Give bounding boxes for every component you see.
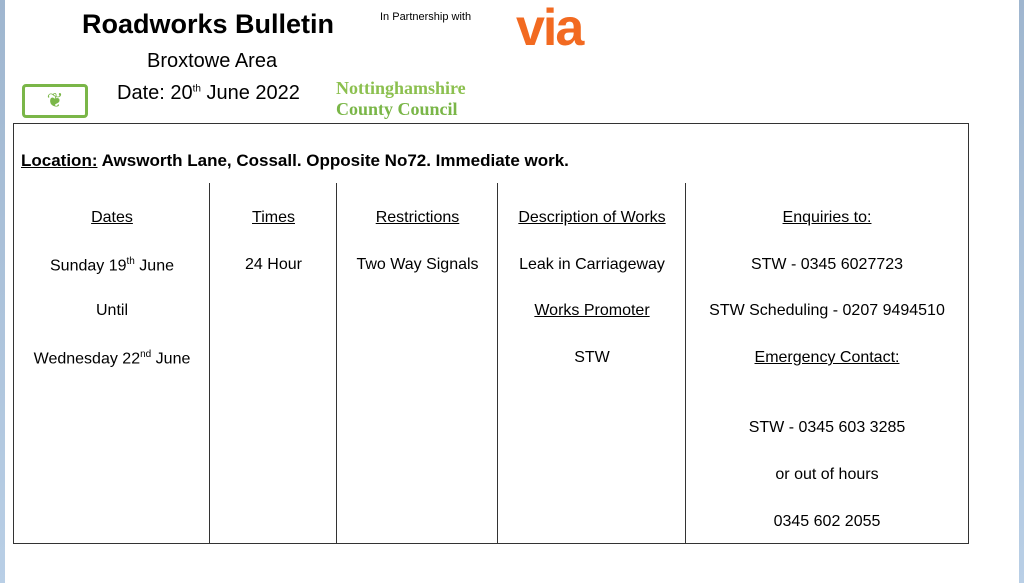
emergency-header: Emergency Contact: — [754, 349, 900, 366]
enquiries-column: Enquiries to: STW - 0345 6027723 STW Sch… — [686, 183, 968, 543]
promoter-value: STW — [574, 349, 610, 366]
out-of-hours-phone: 0345 602 2055 — [773, 513, 881, 530]
promoter-header: Works Promoter — [534, 302, 650, 319]
times-column: Times 24 Hour — [210, 183, 337, 543]
council-logo-line1: Nottinghamshire — [336, 78, 466, 98]
times-value: 24 Hour — [245, 256, 302, 273]
bulletin-title: Roadworks Bulletin — [82, 9, 335, 39]
restrictions-header: Restrictions — [375, 209, 460, 226]
start-date: Sunday 19th June — [50, 256, 174, 275]
location: Location: Awsworth Lane, Cossall. Opposi… — [21, 151, 569, 170]
council-logo-line2: County Council — [336, 99, 458, 119]
until-text: Until — [95, 302, 128, 319]
description-value: Leak in Carriageway — [519, 256, 665, 273]
description-header: Description of Works — [518, 209, 666, 226]
partner-text: In Partnership with — [380, 11, 472, 23]
restrictions-value: Two Way Signals — [356, 256, 479, 273]
end-date: Wednesday 22nd June — [33, 349, 191, 368]
council-emblem-icon: ❦ — [22, 84, 88, 118]
scheduling-phone: STW Scheduling - 0207 9494510 — [709, 302, 945, 319]
window-edge-left — [0, 0, 5, 583]
out-of-hours-text: or out of hours — [775, 466, 879, 483]
window-edge-right — [1019, 0, 1024, 583]
bulletin-date: Date: 20th June 2022 — [117, 82, 300, 104]
enquiries-header: Enquiries to: — [782, 209, 872, 226]
emergency-phone: STW - 0345 603 3285 — [748, 419, 906, 436]
restrictions-column: Restrictions Two Way Signals — [337, 183, 498, 543]
dates-header: Dates — [91, 209, 133, 226]
description-column: Description of Works Leak in Carriageway… — [498, 183, 686, 543]
area-name: Broxtowe Area — [147, 50, 278, 72]
roadworks-table: Location: Awsworth Lane, Cossall. Opposi… — [13, 123, 969, 544]
enquiry-phone: STW - 0345 6027723 — [750, 256, 904, 273]
via-logo: via — [516, 0, 584, 57]
times-header: Times — [252, 209, 295, 226]
dates-column: Dates Sunday 19th June Until Wednesday 2… — [14, 183, 210, 543]
